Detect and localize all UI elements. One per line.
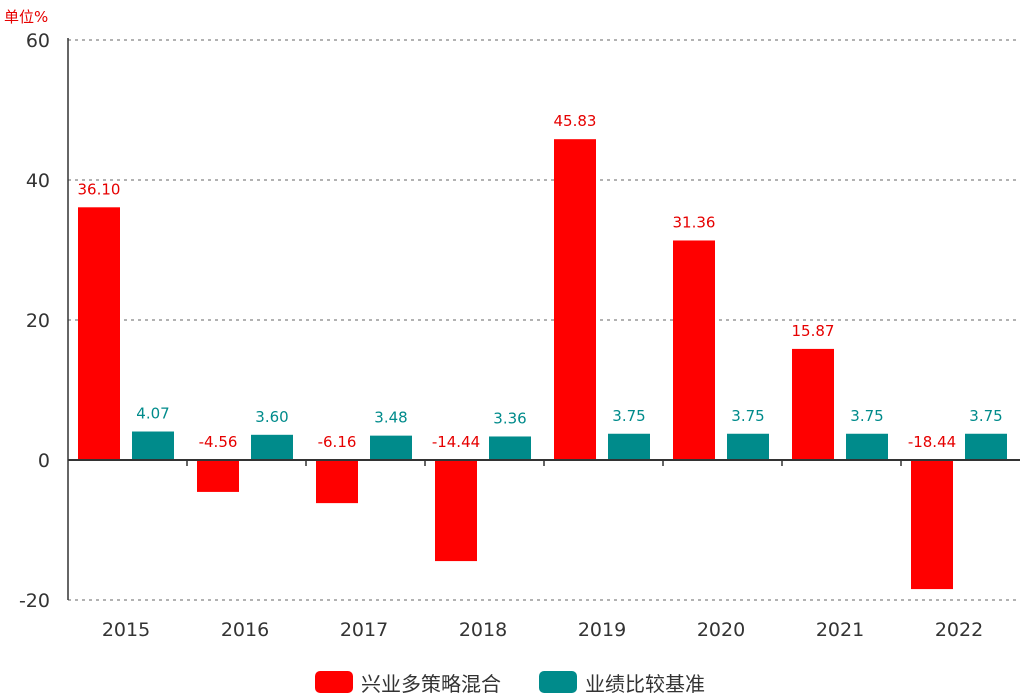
data-label: 3.75 (612, 407, 645, 425)
data-label: -14.44 (432, 433, 480, 451)
legend-item-series-2: 业绩比较基准 (539, 668, 705, 697)
data-label: 31.36 (673, 213, 716, 231)
x-tick-label: 2018 (459, 619, 507, 641)
bar-benchmark-2021 (846, 433, 888, 460)
x-tick-label: 2016 (221, 619, 269, 641)
data-label: 3.75 (969, 407, 1002, 425)
data-label: -6.16 (318, 433, 357, 451)
x-tick-label: 2022 (935, 619, 983, 641)
data-label: 15.87 (792, 322, 835, 340)
y-tick-label: -20 (19, 590, 50, 612)
bar-benchmark-2018 (489, 436, 531, 460)
bar-fund-2018 (435, 460, 477, 562)
bar-benchmark-2019 (608, 433, 650, 460)
legend-label-series-1: 兴业多策略混合 (361, 671, 501, 696)
data-label: 36.10 (78, 180, 121, 198)
data-label: -4.56 (199, 433, 238, 451)
x-tick-label: 2015 (102, 619, 150, 641)
bar-benchmark-2020 (727, 433, 769, 460)
bar-chart: 60 40 20 0 -20 36.10 -4.56 -6.16 -14.44 45.83 31.3… (19, 30, 1020, 641)
data-label: 4.07 (136, 405, 169, 423)
bar-fund-2022 (911, 460, 953, 590)
bar-benchmark-2022 (965, 433, 1007, 460)
legend: 兴业多策略混合 业绩比较基准 (0, 666, 1020, 698)
bar-fund-2021 (792, 348, 834, 460)
bar-fund-2020 (673, 240, 715, 460)
bar-fund-2015 (78, 207, 120, 460)
y-tick-label: 40 (26, 170, 50, 192)
data-label: 3.75 (731, 407, 764, 425)
legend-swatch-series-2 (539, 671, 577, 693)
data-label: 3.48 (374, 409, 407, 427)
data-label: 3.36 (493, 409, 526, 427)
x-tick-label: 2020 (697, 619, 745, 641)
y-tick-label: 20 (26, 310, 50, 332)
data-label: 45.83 (554, 112, 597, 130)
x-tick-label: 2019 (578, 619, 626, 641)
x-tick-label: 2017 (340, 619, 388, 641)
y-axis-unit-label: 单位% (4, 8, 49, 26)
legend-label-series-2: 业绩比较基准 (585, 671, 705, 696)
y-tick-label: 0 (38, 450, 50, 472)
data-label: 3.60 (255, 408, 288, 426)
bar-benchmark-2015 (132, 431, 174, 460)
legend-swatch-series-1 (315, 671, 353, 693)
y-tick-label: 60 (26, 30, 50, 52)
bar-fund-2016 (197, 460, 239, 492)
bar-fund-2017 (316, 460, 358, 504)
legend-item-series-1: 兴业多策略混合 (315, 668, 501, 697)
data-label: 3.75 (850, 407, 883, 425)
bar-benchmark-2017 (370, 435, 412, 460)
bar-fund-2019 (554, 139, 596, 460)
bar-benchmark-2016 (251, 434, 293, 460)
x-tick-label: 2021 (816, 619, 864, 641)
data-label: -18.44 (908, 433, 956, 451)
